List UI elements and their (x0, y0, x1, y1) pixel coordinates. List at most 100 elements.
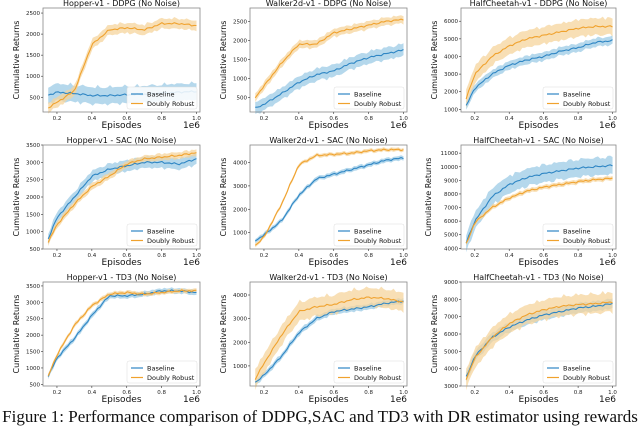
legend-label-doubly-robust: Doubly Robust (563, 100, 611, 108)
doubly-robust-line (465, 25, 613, 100)
x-tick-label: 1.0 (608, 116, 617, 122)
chart-title: Hopper-v1 - DDPG (No Noise) (63, 0, 180, 8)
legend-label-baseline: Baseline (563, 91, 591, 99)
legend-label-doubly-robust: Doubly Robust (354, 100, 402, 108)
y-axis-label: Cumulative Returns (424, 158, 433, 237)
x-tick-label: 0.6 (329, 390, 338, 396)
doubly-robust-line (465, 177, 613, 244)
doubly-robust-line (48, 22, 197, 109)
y-tick-label: 1000 (233, 76, 247, 82)
legend-box (542, 223, 614, 247)
y-tick-label: 3500 (26, 284, 40, 290)
x-tick-label: 0.2 (260, 390, 269, 396)
y-tick-label: 1000 (444, 107, 458, 113)
y-tick-label: 2000 (233, 207, 247, 213)
y-tick-label: 2000 (444, 90, 458, 96)
doubly-robust-band (466, 16, 613, 109)
legend-label-doubly-robust: Doubly Robust (563, 237, 611, 245)
x-tick-label: 1.0 (608, 253, 617, 259)
chart-title: Walker2d-v1 - TD3 (No Noise) (269, 273, 387, 282)
legend-label-baseline: Baseline (354, 228, 382, 236)
y-tick-label: 3000 (26, 300, 40, 306)
baseline-line (465, 164, 613, 244)
doubly-robust-band (255, 15, 404, 103)
chart-title: Walker2d-v1 - SAC (No Noise) (269, 136, 387, 145)
x-offset-label: 1e6 (599, 395, 616, 405)
legend-box (126, 223, 198, 247)
y-tick-label: 2000 (26, 195, 40, 201)
x-tick-label: 1.0 (399, 390, 408, 396)
axes-frame (249, 144, 408, 250)
y-tick-label: 1500 (233, 57, 247, 63)
y-tick-label: 1500 (26, 53, 40, 59)
x-tick-label: 0.4 (87, 116, 96, 122)
y-tick-label: 8000 (444, 297, 458, 303)
x-axis-label: Episodes (101, 258, 141, 268)
baseline-line (47, 289, 197, 377)
y-tick-label: 8000 (444, 192, 458, 198)
x-tick-label: 0.6 (329, 116, 338, 122)
y-tick-label: 1000 (233, 364, 247, 370)
y-tick-label: 4000 (233, 161, 247, 167)
axes-frame (249, 7, 408, 113)
y-tick-label: 6000 (444, 219, 458, 225)
x-tick-label: 0.2 (53, 390, 62, 396)
chart-title: HalfCheetah-v1 - SAC (No Noise) (473, 136, 604, 145)
x-tick-label: 0.6 (539, 116, 548, 122)
x-tick-label: 0.2 (260, 116, 269, 122)
y-axis-label: Cumulative Returns (219, 295, 228, 374)
x-offset-label: 1e6 (599, 258, 616, 268)
y-tick-label: 6000 (444, 19, 458, 25)
x-tick-label: 0.8 (157, 390, 166, 396)
doubly-robust-line (47, 152, 197, 243)
x-tick-label: 0.4 (294, 390, 303, 396)
y-tick-label: 500 (30, 95, 41, 101)
y-tick-label: 5000 (444, 349, 458, 355)
y-axis-label: Cumulative Returns (219, 158, 228, 237)
y-tick-label: 1000 (233, 231, 247, 237)
chart-title: HalfCheetah-v1 - DDPG (No Noise) (470, 0, 608, 8)
x-axis-label: Episodes (518, 395, 558, 405)
y-tick-label: 1000 (26, 230, 40, 236)
axes-frame (460, 144, 617, 250)
legend-label-doubly-robust: Doubly Robust (147, 237, 195, 245)
x-offset-label: 1e6 (599, 121, 616, 131)
x-tick-label: 0.8 (364, 390, 373, 396)
x-tick-label: 0.8 (574, 390, 583, 396)
legend-label-baseline: Baseline (563, 365, 591, 373)
y-tick-label: 500 (30, 382, 41, 388)
x-tick-label: 0.2 (470, 116, 479, 122)
x-tick-label: 0.4 (87, 253, 96, 259)
x-tick-label: 0.8 (364, 253, 373, 259)
x-axis-label: Episodes (308, 258, 348, 268)
y-tick-label: 2500 (26, 11, 40, 17)
x-tick-label: 0.2 (53, 253, 62, 259)
x-tick-label: 0.2 (470, 253, 479, 259)
y-tick-label: 3000 (233, 184, 247, 190)
y-tick-label: 2500 (26, 317, 40, 323)
y-tick-label: 3500 (26, 143, 40, 149)
chart-title: Hopper-v1 - SAC (No Noise) (67, 136, 177, 145)
doubly-robust-line (254, 18, 404, 99)
legend-label-doubly-robust: Doubly Robust (147, 100, 195, 108)
axes-frame (42, 7, 201, 113)
x-tick-label: 0.8 (157, 253, 166, 259)
chart-title: HalfCheetah-v1 - TD3 (No Noise) (473, 273, 604, 282)
x-tick-label: 0.6 (539, 253, 548, 259)
x-offset-label: 1e6 (183, 258, 200, 268)
x-tick-label: 0.6 (539, 390, 548, 396)
y-tick-label: 2000 (26, 333, 40, 339)
legend-box (542, 86, 614, 110)
x-offset-label: 1e6 (390, 395, 407, 405)
doubly-robust-line (465, 301, 613, 380)
legend-label-baseline: Baseline (147, 228, 175, 236)
y-tick-label: 6000 (444, 332, 458, 338)
y-tick-label: 1500 (26, 350, 40, 356)
y-tick-label: 4000 (444, 246, 458, 252)
